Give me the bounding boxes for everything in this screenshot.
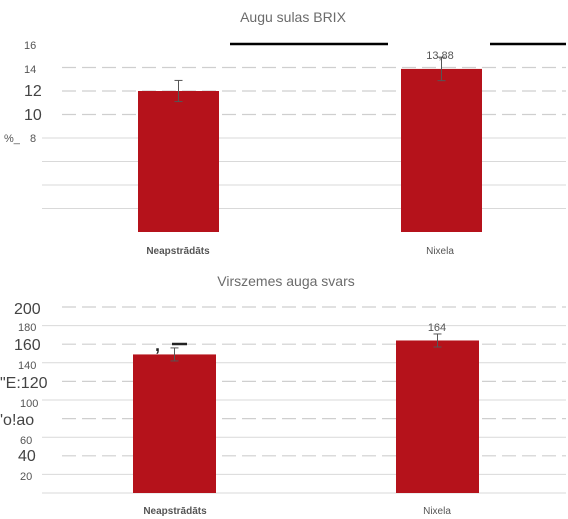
chart-1-ytick-14: 14	[24, 64, 36, 76]
chart-2-y-ticks: 200 180 160 140 "E:120 100 'o!ao 60 40 2…	[0, 301, 48, 483]
chart-1-data-label-nixela: 13,88	[426, 50, 454, 62]
chart-2-ytick-60: 60	[20, 435, 32, 447]
chart-1-bar-nixela	[401, 68, 482, 232]
chart-2-bar-nixela	[396, 340, 479, 493]
chart-2-ytick-40: 40	[18, 448, 36, 465]
chart-1-axis-fragment: %_	[4, 133, 21, 145]
chart-2-ytick-20: 20	[20, 471, 32, 483]
chart-2-ytick-180: 180	[18, 322, 36, 334]
chart-2-title: Virszemes auga svars	[217, 273, 354, 289]
chart-1-y-ticks: 16 14 12 10 8 %_	[4, 40, 42, 145]
chart-2-ytick-80: 'o!ao	[0, 412, 34, 429]
chart-1-category-neapstradats: Neapstrādāts	[146, 246, 210, 257]
chart-2-ytick-120: "E:120	[0, 375, 48, 392]
chart-1-ytick-8: 8	[30, 133, 36, 145]
chart-1-gridlines	[42, 66, 566, 209]
chart-2-gridlines	[42, 306, 566, 494]
chart-2-bar-neapstradats	[133, 354, 216, 493]
chart-2-ytick-160: 160	[14, 337, 41, 354]
chart-1: Augu sulas BRIX 16 14 12 10 8 %_ 13,88 N…	[4, 9, 566, 257]
chart-2: Virszemes auga svars 200 180 160 140 "E:…	[0, 273, 566, 517]
chart-1-bars	[138, 56, 482, 232]
chart-1-ytick-10: 10	[24, 107, 42, 124]
chart-2-stray-mark: ,	[155, 335, 160, 355]
chart-2-ytick-100: 100	[20, 398, 38, 410]
chart-1-ytick-16: 16	[24, 40, 36, 52]
chart-2-ytick-140: 140	[18, 360, 36, 372]
chart-2-bars	[133, 333, 479, 493]
chart-2-ytick-200: 200	[14, 301, 41, 318]
chart-1-title: Augu sulas BRIX	[240, 9, 346, 25]
chart-1-ytick-12: 12	[24, 83, 42, 100]
chart-2-category-neapstradats: Neapstrādāts	[143, 506, 207, 517]
chart-1-bar-neapstradats	[138, 91, 219, 232]
chart-1-category-nixela: Nixela	[426, 246, 454, 257]
chart-2-data-label-nixela: 164	[428, 322, 446, 334]
chart-2-category-nixela: Nixela	[423, 506, 451, 517]
